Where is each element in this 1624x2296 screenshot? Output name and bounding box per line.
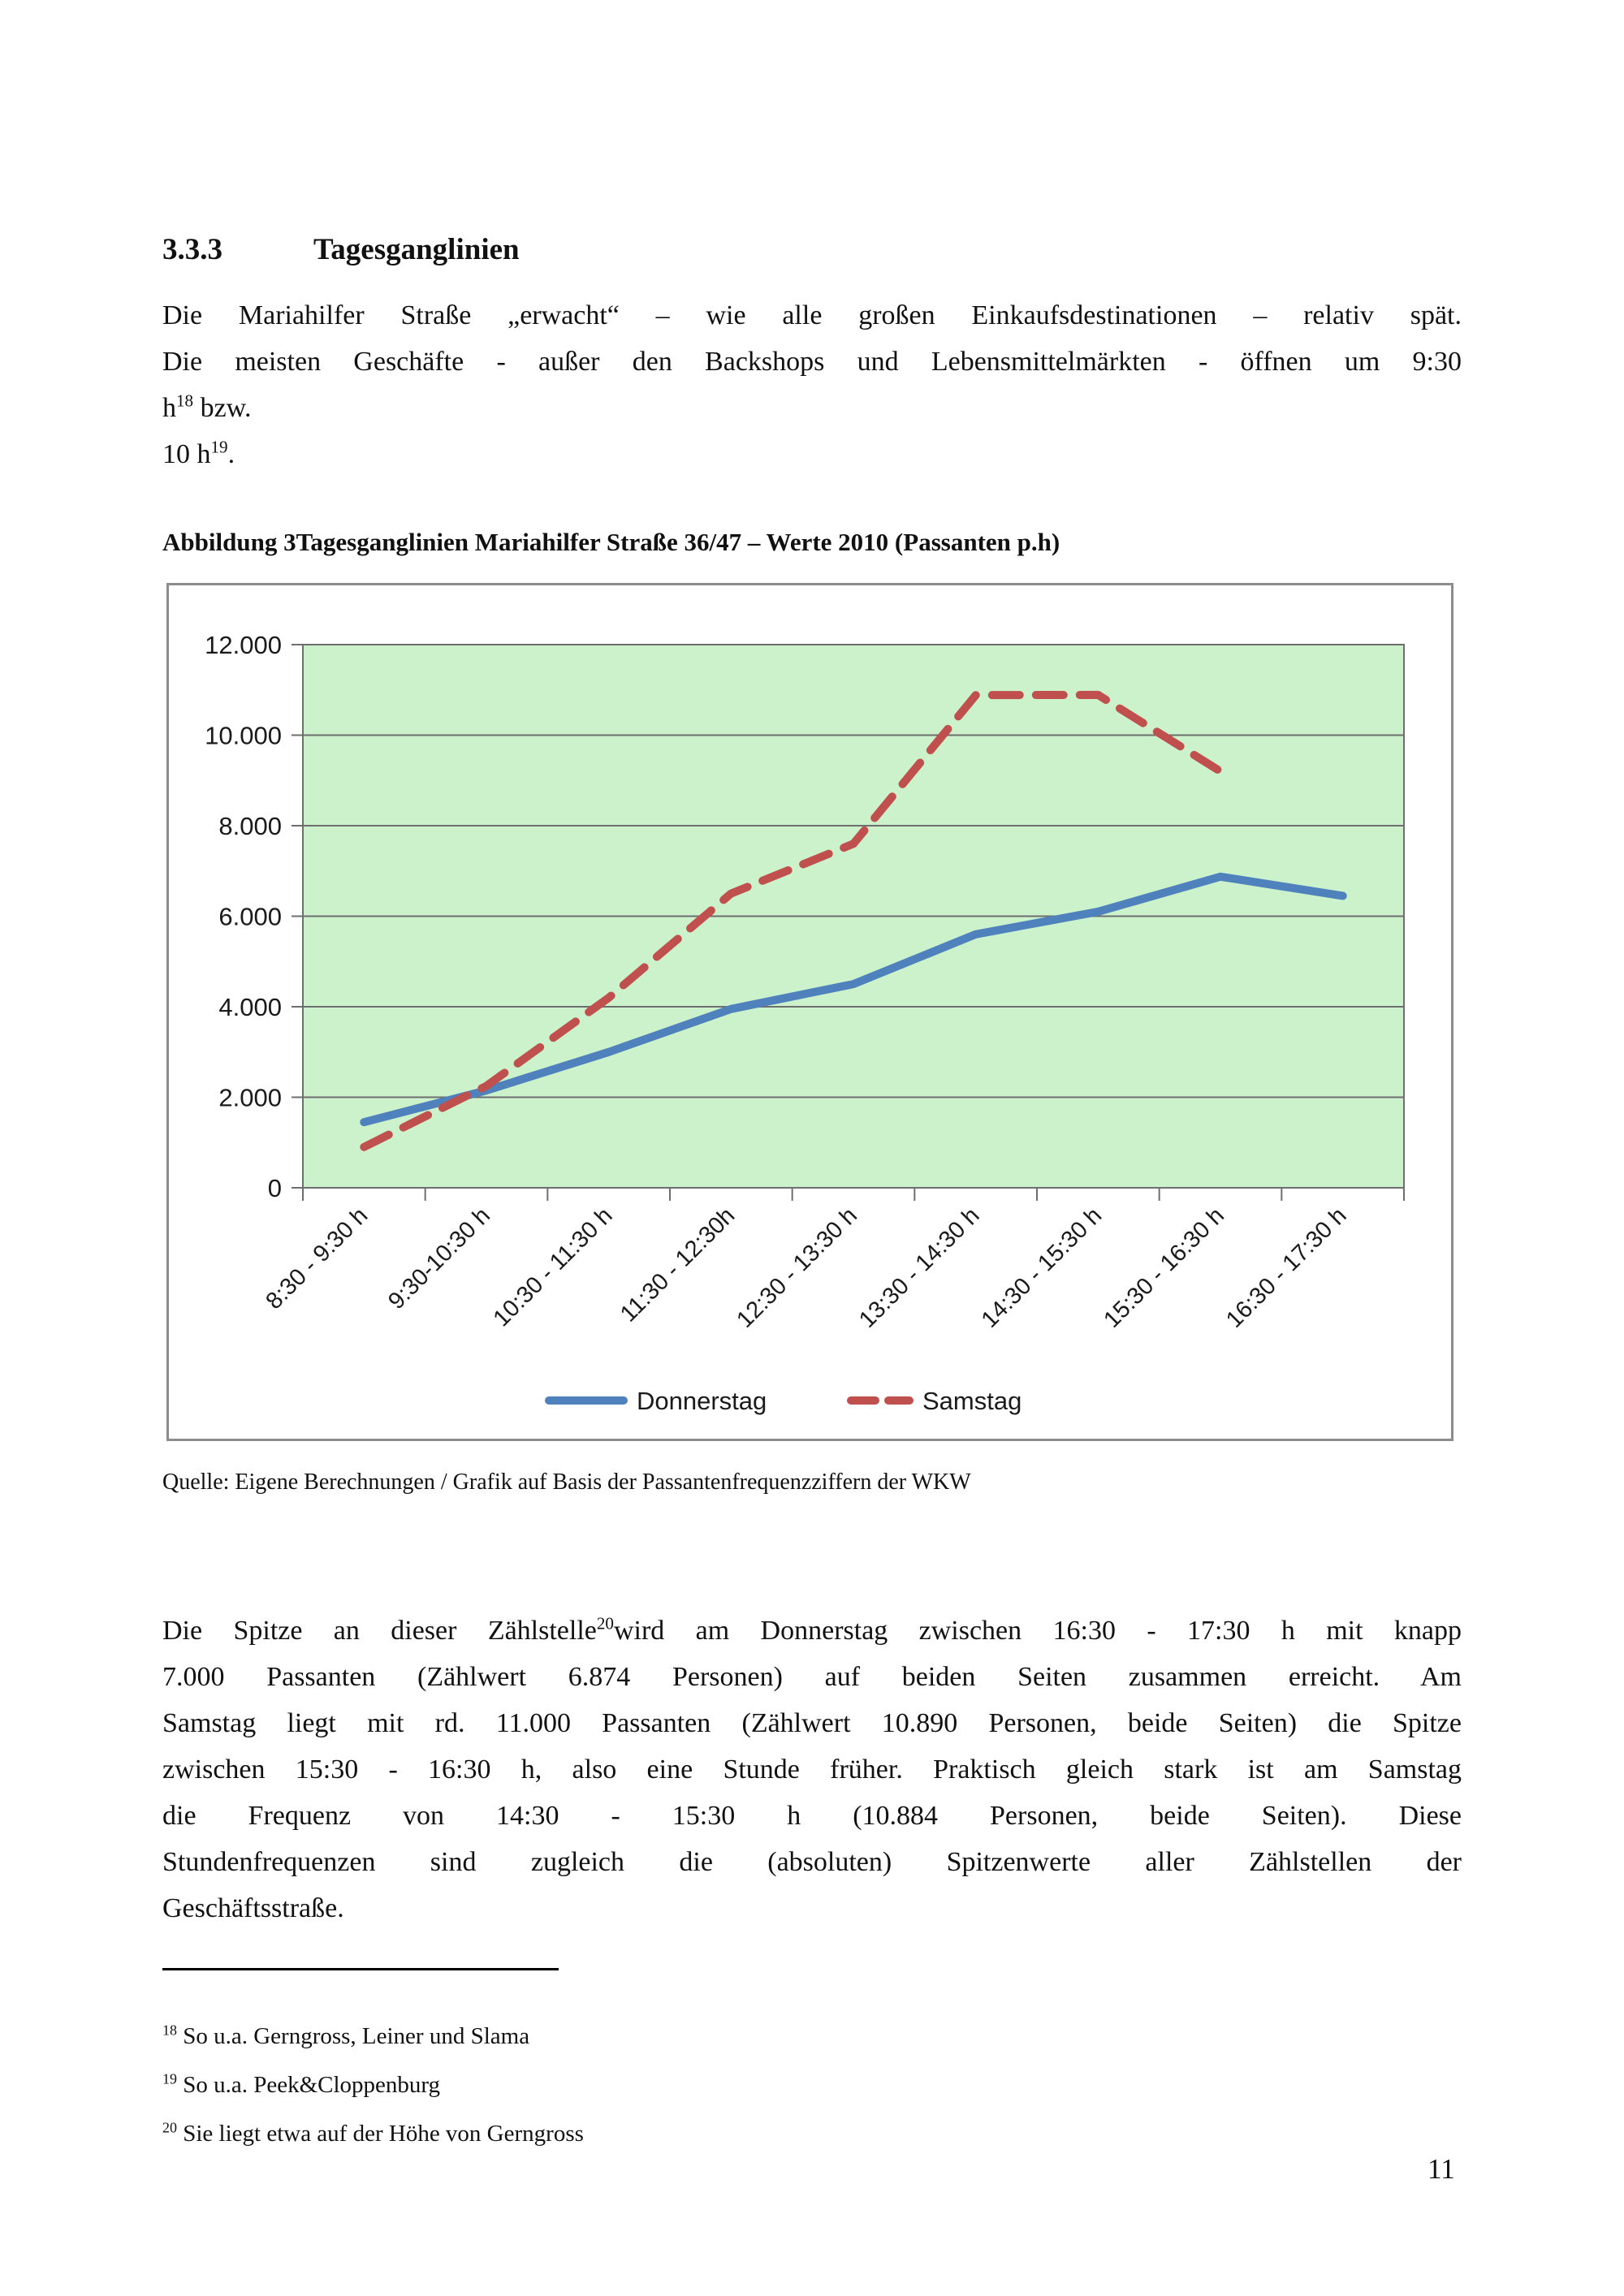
x-axis-label: 14:30 - 15:30 h — [977, 1202, 1108, 1333]
text-line: 10 h19. — [162, 437, 235, 469]
x-axis-label: 12:30 - 13:30 h — [732, 1202, 862, 1333]
legend-label-donnerstag: Donnerstag — [637, 1387, 767, 1415]
intro-paragraph: Die Mariahilfer Straße „erwacht“ – wie a… — [162, 292, 1462, 477]
footnote-reference: 19 — [210, 437, 228, 457]
footnote-item: 20 Sie liegt etwa auf der Höhe von Gerng… — [162, 2119, 584, 2147]
footnote-marker: 20 — [162, 2119, 177, 2136]
y-axis-label: 8.000 — [218, 812, 282, 840]
legend-label-samstag: Samstag — [922, 1387, 1021, 1415]
x-axis-label: 10:30 - 11:30 h — [489, 1202, 618, 1331]
text-line: zwischen 15:30 - 16:30 h, also eine Stun… — [162, 1754, 1462, 1785]
text-line: Die Mariahilfer Straße „erwacht“ – wie a… — [162, 300, 1462, 330]
y-axis-label: 12.000 — [205, 631, 282, 659]
x-axis-label: 15:30 - 16:30 h — [1099, 1202, 1229, 1333]
text-line: 7.000 Passanten (Zählwert 6.874 Personen… — [162, 1662, 1462, 1692]
chart-figure: 0 2.000 4.000 6.000 8.000 10.000 12.000 8:30 - … — [166, 583, 1453, 1441]
x-axis-label: 11:30 - 12:30h — [615, 1202, 740, 1327]
text-line: Geschäftsstraße. — [162, 1893, 344, 1923]
text-line: h18 bzw. — [162, 391, 252, 423]
page-number: 11 — [1427, 2153, 1455, 2185]
body-paragraph: Die Spitze an dieser Zählstelle20wird am… — [162, 1608, 1462, 1931]
section-heading: 3.3.3 Tagesganglinien — [162, 232, 520, 267]
chart-svg: 0 2.000 4.000 6.000 8.000 10.000 12.000 8:30 - … — [205, 631, 1405, 1415]
figure-caption: Abbildung 3Tagesganglinien Mariahilfer S… — [162, 528, 1060, 556]
x-axis-label: 9:30-10:30 h — [383, 1202, 495, 1314]
footnote-marker: 18 — [162, 2022, 177, 2039]
y-axis-label: 4.000 — [218, 993, 282, 1021]
y-axis-label: 0 — [268, 1174, 282, 1202]
section-number: 3.3.3 — [162, 233, 222, 266]
text-line: Stundenfrequenzen sind zugleich die (abs… — [162, 1847, 1462, 1877]
footnote-item: 19 So u.a. Peek&Cloppenburg — [162, 2070, 441, 2098]
footnote-marker: 19 — [162, 2070, 177, 2087]
x-axis-label: 16:30 - 17:30 h — [1221, 1202, 1352, 1333]
source-line: Quelle: Eigene Berechnungen / Grafik auf… — [162, 1470, 971, 1495]
text-line: Samstag liegt mit rd. 11.000 Passanten (… — [162, 1708, 1462, 1738]
text-line: Die meisten Geschäfte - außer den Backsh… — [162, 347, 1462, 377]
section-title: Tagesganglinien — [313, 233, 520, 266]
y-axis-label: 6.000 — [218, 903, 282, 931]
footnote-reference: 20 — [596, 1613, 614, 1634]
y-axis-label: 10.000 — [205, 722, 282, 750]
x-axis-label: 8:30 - 9:30 h — [261, 1202, 374, 1314]
text-line: Die Spitze an dieser Zählstelle20wird am… — [162, 1613, 1462, 1646]
footnotes: 18 So u.a. Gerngross, Leiner und Slama 19… — [162, 2012, 1462, 2158]
text-line: die Frequenz von 14:30 - 15:30 h (10.884… — [162, 1801, 1462, 1831]
series-line-samstag — [360, 690, 1224, 1151]
x-axis-label: 13:30 - 14:30 h — [854, 1202, 985, 1333]
series-line-donnerstag — [360, 872, 1347, 1127]
footnote-separator — [162, 1968, 559, 1970]
footnote-item: 18 So u.a. Gerngross, Leiner und Slama — [162, 2022, 530, 2049]
footnote-reference: 18 — [176, 391, 194, 411]
y-axis-label: 2.000 — [218, 1084, 282, 1112]
